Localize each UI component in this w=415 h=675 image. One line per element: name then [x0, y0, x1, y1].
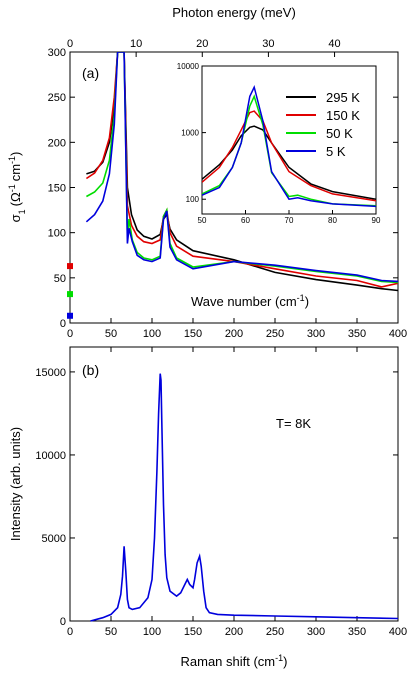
inset-ytick-label: 100 — [186, 195, 200, 204]
inset-frame — [201, 65, 377, 215]
inset-ytick-label: 10000 — [177, 62, 200, 71]
panel-b-xtick-label: 100 — [143, 626, 161, 638]
inset-series-line — [202, 125, 376, 200]
panel-b-series — [90, 373, 399, 622]
panel-b-x-axis: 0 50 100 150 200 250 300 350 400 — [67, 347, 407, 638]
panel-b-ytick-label: 0 — [60, 616, 66, 628]
panel-a-xtick-label: 100 — [143, 328, 161, 340]
panel-b-xlabel: Raman shift (cm-1) — [181, 653, 288, 669]
panel-a-top-tick-label: 20 — [196, 38, 208, 50]
panel-a-y-axis: 0 50 100 150 200 250 300 — [48, 47, 398, 330]
panel-b-xtick-label: 150 — [184, 626, 202, 638]
panel-b-xtick-label: 0 — [67, 626, 73, 638]
panel-a-xlabel: Wave number (cm-1) — [191, 293, 309, 309]
inset-xtick-label: 70 — [285, 216, 294, 225]
panel-a-ytick-label: 300 — [48, 47, 66, 59]
panel-a-top-tick-label: 0 — [67, 38, 73, 50]
panel-a-chart: 0 50 100 150 200 250 300 350 400 0 10 20 30 40 0 50 10… — [7, 5, 407, 340]
panel-b-xtick-label: 400 — [389, 626, 407, 638]
legend: 295 K 150 K 50 K 5 K — [286, 90, 360, 159]
temperature-annotation: T= 8K — [276, 416, 311, 431]
inset-xtick-label: 90 — [372, 216, 381, 225]
panel-b-ytick-label: 10000 — [35, 450, 66, 462]
inset-axes: 50 60 70 80 90 100 1000 10000 — [177, 62, 381, 225]
dc-conductivity-marker — [67, 291, 73, 298]
series-line-5k — [85, 52, 398, 283]
panel-a-top-tick-label: 30 — [262, 38, 274, 50]
panel-b-y-axis: 0 5000 10000 15000 — [35, 367, 398, 628]
panel-a-xtick-label: 300 — [307, 328, 325, 340]
inset-ytick-label: 1000 — [181, 129, 199, 138]
panel-a-ytick-label: 150 — [48, 183, 66, 195]
panel-b-ytick-label: 5000 — [42, 533, 66, 545]
inset-series-line — [202, 110, 376, 202]
panel-b-label: (b) — [82, 362, 99, 378]
panel-a-xtick-label: 50 — [105, 328, 117, 340]
panel-a-label: (a) — [82, 65, 99, 81]
panel-a-ytick-label: 0 — [60, 318, 66, 330]
panel-a-ytick-label: 250 — [48, 92, 66, 104]
panel-a-xtick-label: 250 — [266, 328, 284, 340]
legend-label: 295 K — [326, 90, 360, 105]
panel-a-series — [85, 52, 398, 292]
legend-label: 50 K — [326, 126, 353, 141]
inset-series — [202, 85, 376, 208]
dc-conductivity-marker — [67, 263, 73, 270]
inset-xtick-label: 60 — [241, 216, 250, 225]
panel-a-xtick-label: 400 — [389, 328, 407, 340]
panel-b-xtick-label: 50 — [105, 626, 117, 638]
inset-chart: 50 60 70 80 90 100 1000 10000 295 K 150 K 50 K 5 K — [177, 62, 381, 225]
raman-spectrum-line — [90, 373, 399, 622]
panel-a-ytick-label: 50 — [54, 273, 66, 285]
panel-b-ylabel: Intensity (arb. units) — [8, 427, 23, 541]
panel-a-xtick-label: 200 — [225, 328, 243, 340]
panel-a-xtick-label: 350 — [348, 328, 366, 340]
panel-b-chart: 0 50 100 150 200 250 300 350 400 0 5000 10000 15000… — [8, 346, 407, 669]
panel-b-xtick-label: 350 — [348, 626, 366, 638]
panel-a-x-axis: 0 50 100 150 200 250 300 350 400 — [67, 318, 407, 340]
panel-b-ytick-label: 15000 — [35, 367, 66, 379]
legend-label: 150 K — [326, 108, 360, 123]
panel-a-top-tick-label: 10 — [130, 38, 142, 50]
panel-a-ylabel: σ1(Ω-1cm-1) — [7, 152, 27, 223]
panel-b-xtick-label: 250 — [266, 626, 284, 638]
series-line-150k — [85, 52, 398, 288]
panel-b-xtick-label: 200 — [225, 626, 243, 638]
panel-a-dc-markers — [67, 263, 73, 319]
panel-a-top-tick-label: 40 — [328, 38, 340, 50]
panel-a-xtick-label: 150 — [184, 328, 202, 340]
inset-series-line — [202, 85, 376, 208]
panel-a-ytick-label: 100 — [48, 228, 66, 240]
panel-b-xtick-label: 300 — [307, 626, 325, 638]
inset-xtick-label: 50 — [198, 216, 207, 225]
dc-conductivity-marker — [67, 312, 73, 319]
panel-a-top-xlabel: Photon energy (meV) — [172, 5, 296, 20]
inset-xtick-label: 80 — [328, 216, 337, 225]
panel-a-ytick-label: 200 — [48, 137, 66, 149]
legend-label: 5 K — [326, 144, 346, 159]
panel-a-top-axis: 0 10 20 30 40 — [67, 38, 341, 57]
panel-a-xtick-label: 0 — [67, 328, 73, 340]
panel-b-frame — [69, 346, 399, 622]
